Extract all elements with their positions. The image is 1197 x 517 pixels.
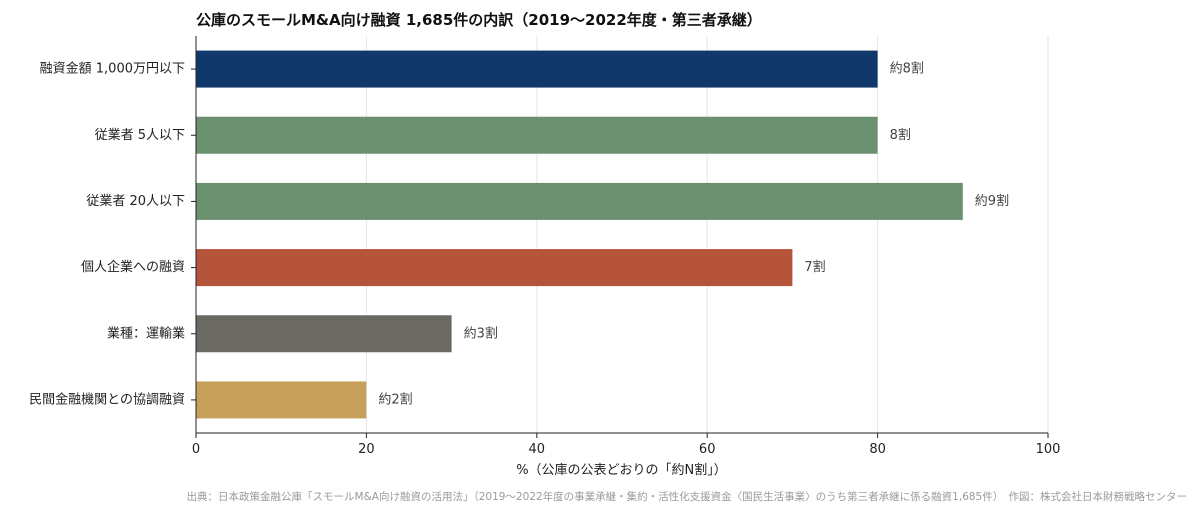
chart-title: 公庫のスモールM&A向け融資 1,685件の内訳（2019〜2022年度・第三者… [196,11,762,29]
x-tick-label-1: 20 [358,442,375,457]
category-label-3: 従業者 20人以下 [86,193,185,209]
data-label-3: 約9割 [975,193,1009,209]
data-label-5: 約3割 [464,325,498,341]
bar-6 [196,381,367,419]
category-label-6: 民間金融機関との協調融資 [29,391,185,407]
data-label-2: 8割 [890,127,911,143]
category-label-5: 業種：運輸業 [107,325,185,341]
bar-1 [196,50,878,88]
category-label-4: 個人企業への融資 [81,259,185,275]
data-label-1: 約8割 [890,61,924,77]
x-axis-label: %（公庫の公表どおりの「約N割」） [516,462,727,478]
x-tick-label-4: 80 [869,442,886,457]
x-tick-label-2: 40 [529,442,546,457]
category-label-2: 従業者 5人以下 [95,127,185,143]
bar-2 [196,116,878,154]
grid-lines [365,36,1049,433]
bar-3 [196,182,963,220]
x-tick-label-0: 0 [192,442,200,457]
data-label-6: 約2割 [378,391,412,407]
source-note: 出典：日本政策金融公庫「スモールM&A向け融資の活用法」（2019〜2022年度… [187,490,1187,503]
bar-4 [196,249,793,287]
x-tick-label-3: 60 [699,442,716,457]
bar-5 [196,315,452,353]
data-label-4: 7割 [804,259,825,275]
category-label-1: 融資金額 1,000万円以下 [40,61,185,77]
x-tick-label-5: 100 [1036,442,1061,457]
